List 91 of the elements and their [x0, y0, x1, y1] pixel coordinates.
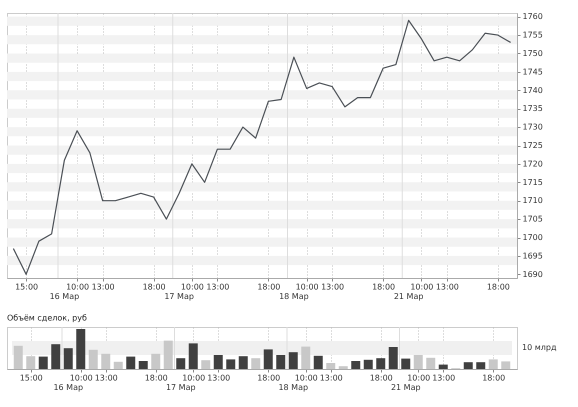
- x-tick-label: 21 Мар: [394, 292, 424, 301]
- bar: [501, 361, 510, 369]
- x-tick-label: 13:00: [92, 282, 115, 292]
- bar: [464, 362, 473, 369]
- y-tick-label: 1690: [522, 270, 543, 279]
- bar: [488, 359, 498, 369]
- bar: [214, 355, 223, 369]
- x-tick-label: 16 Мар: [50, 292, 80, 301]
- y-tick-label: 1735: [522, 104, 543, 114]
- bar: [188, 343, 198, 369]
- bar: [314, 356, 323, 369]
- y-tick-label: 1745: [522, 67, 543, 76]
- x-tick-label: 15:00: [15, 282, 38, 292]
- x-tick-label: 18:00: [486, 282, 510, 292]
- y-tick-label: 1700: [522, 233, 543, 242]
- x-tick-label: 10:00: [180, 282, 204, 292]
- x-tick-label: 18 Мар: [278, 383, 308, 392]
- bar: [226, 359, 236, 369]
- line-series: [12, 20, 512, 275]
- x-tick-label: 18:00: [144, 374, 168, 382]
- x-tick-label: 18:00: [482, 374, 506, 382]
- bar: [51, 344, 60, 369]
- x-tick-label: 18:00: [370, 374, 393, 382]
- bar: [138, 361, 148, 369]
- x-tick-label: 18:00: [372, 282, 396, 292]
- x-tick-label: 21 Мар: [390, 383, 421, 392]
- x-tick-label: 13:00: [94, 374, 118, 382]
- y-tick-label: 1710: [522, 196, 543, 206]
- x-tick-label: 10:00: [70, 374, 93, 382]
- bar: [238, 356, 248, 369]
- bar: [176, 358, 186, 369]
- x-tick-label: 10:00: [296, 282, 319, 292]
- bar: [151, 354, 160, 369]
- x-tick-label: 13:00: [432, 374, 456, 382]
- x-tick-label: 18 Мар: [279, 292, 309, 301]
- bar: [164, 340, 173, 369]
- chart-title: Объём сделок, руб: [7, 314, 87, 322]
- bar: [251, 358, 260, 369]
- bar: [276, 355, 286, 369]
- x-tick-label: 18:00: [142, 282, 166, 292]
- x-tick-label: 15:00: [20, 374, 43, 382]
- bar: [76, 329, 86, 369]
- bar: [64, 348, 73, 369]
- x-tick-label: 13:00: [207, 374, 230, 382]
- x-tick-label: 17 Мар: [164, 292, 194, 301]
- y-tick-label: 1730: [522, 122, 543, 132]
- bar: [414, 355, 423, 369]
- bar: [101, 354, 110, 369]
- bar: [201, 360, 210, 369]
- y-tick-label: 1740: [522, 86, 543, 95]
- bar: [401, 358, 410, 369]
- x-tick-label: 17 Мар: [166, 383, 196, 392]
- y-tick-label: 1715: [522, 178, 543, 187]
- bar: [426, 358, 436, 369]
- x-tick-label: 10:00: [294, 374, 318, 382]
- band-label: 10 млрд: [522, 343, 557, 352]
- x-tick-label: 10:00: [66, 282, 90, 292]
- bar: [288, 352, 298, 369]
- bar: [264, 349, 273, 369]
- x-tick-label: 10:00: [182, 374, 206, 382]
- bar: [114, 362, 123, 369]
- bar: [301, 346, 310, 369]
- y-tick-label: 1750: [522, 48, 543, 58]
- y-tick-label: 1725: [522, 141, 543, 150]
- y-tick-label: 1720: [522, 159, 543, 168]
- bar: [476, 362, 486, 369]
- x-tick-label: 13:00: [206, 282, 230, 292]
- bar: [351, 361, 360, 369]
- x-tick-label: 13:00: [436, 282, 459, 292]
- bar: [88, 350, 98, 369]
- x-tick-label: 13:00: [321, 282, 344, 292]
- y-tick-label: 1705: [522, 214, 543, 224]
- y-tick-label: 1695: [522, 251, 543, 260]
- x-tick-label: 10:00: [407, 374, 430, 382]
- x-tick-label: 16 Мар: [53, 383, 84, 392]
- bar: [14, 346, 23, 369]
- x-tick-label: 13:00: [320, 374, 343, 382]
- bar: [326, 363, 336, 369]
- x-tick-label: 10:00: [410, 282, 434, 292]
- bar: [26, 356, 36, 369]
- bar: [38, 356, 48, 369]
- bar: [388, 347, 398, 369]
- x-tick-label: 18:00: [257, 282, 280, 292]
- bar: [376, 358, 386, 369]
- y-tick-label: 1755: [522, 30, 543, 40]
- y-tick-label: 1760: [522, 12, 543, 22]
- bar: [126, 356, 136, 369]
- bar: [364, 360, 373, 369]
- x-tick-label: 18:00: [257, 374, 280, 382]
- bar: [438, 364, 448, 369]
- bar: [338, 366, 348, 369]
